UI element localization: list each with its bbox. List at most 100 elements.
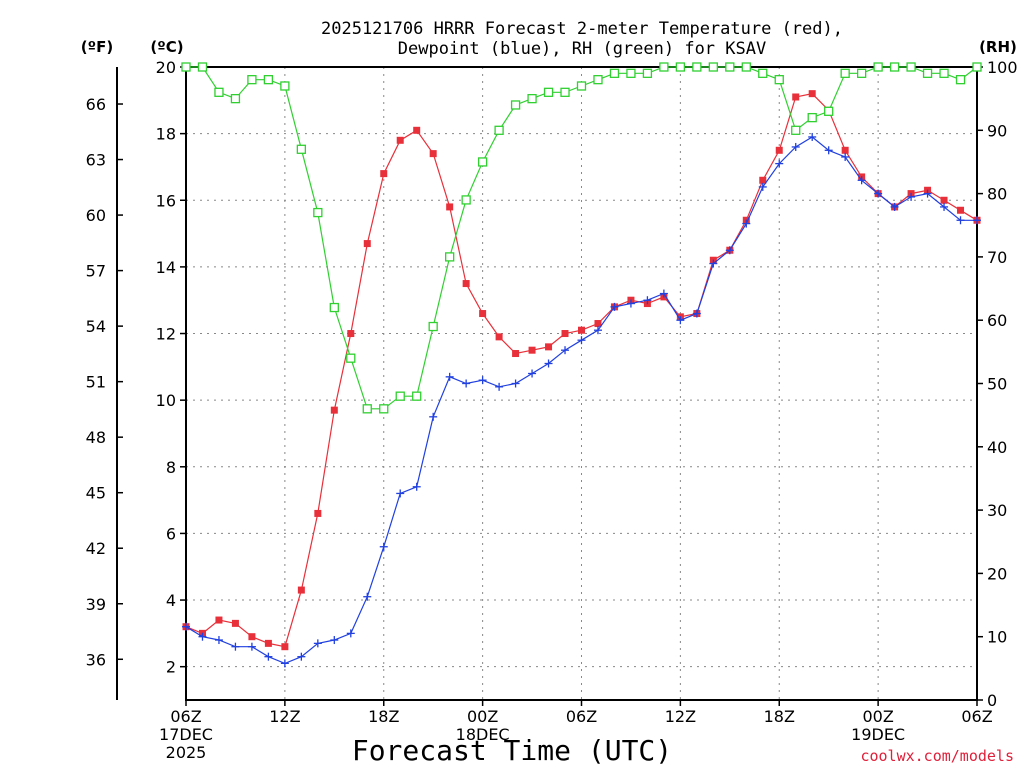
relative-humidity-point	[593, 75, 603, 85]
fahrenheit-tick-label: 63	[86, 151, 106, 170]
temperature-point	[215, 616, 223, 624]
temperature-series	[182, 90, 981, 651]
dewpoint-point	[379, 542, 388, 551]
x-tick-label: 18DEC	[456, 725, 510, 744]
temperature-point	[281, 643, 289, 651]
relative-humidity-point	[280, 81, 290, 91]
temperature-point	[528, 346, 536, 354]
celsius-tick-label: 18	[156, 125, 176, 144]
x-axis-label: Forecast Time (UTC)	[352, 734, 672, 767]
temperature-point	[380, 170, 388, 178]
celsius-tick-label: 20	[156, 58, 176, 77]
temperature-point	[578, 326, 585, 334]
chart-title-line-1: 2025121706 HRRR Forecast 2-meter Tempera…	[321, 19, 843, 39]
dewpoint-point	[593, 326, 602, 335]
temperature-point	[347, 330, 355, 338]
dewpoint-point	[577, 336, 586, 345]
relative-humidity-point	[939, 68, 949, 78]
relative-humidity-point	[214, 87, 224, 97]
celsius-tick-label: 12	[156, 325, 176, 344]
temperature-point	[808, 90, 816, 98]
relative-humidity-point	[609, 68, 620, 78]
dewpoint-point	[956, 216, 965, 225]
fahrenheit-tick-label: 57	[86, 262, 106, 281]
relative-humidity-point	[824, 106, 834, 116]
dewpoint-point	[890, 202, 899, 211]
relative-humidity-point	[379, 404, 389, 414]
temperature-point	[775, 146, 783, 154]
dewpoint-point	[775, 159, 784, 168]
relative-humidity-point	[247, 75, 257, 85]
relative-humidity-point	[560, 87, 570, 97]
relative-humidity-point	[543, 87, 554, 97]
relative-humidity-point	[626, 68, 636, 78]
dewpoint-point	[626, 299, 635, 308]
dewpoint-point	[297, 652, 306, 661]
temperature-point	[413, 126, 421, 134]
relative-humidity-point	[230, 94, 241, 104]
dewpoint-point	[857, 176, 866, 185]
relative-humidity-point	[642, 68, 653, 78]
temperature-point	[495, 333, 503, 341]
relative-humidity-line	[186, 66, 978, 410]
celsius-tick-label: 8	[166, 458, 176, 477]
x-tick-label: 00Z	[467, 707, 498, 726]
fahrenheit-tick-label: 36	[86, 650, 106, 669]
relative-humidity-point	[329, 302, 339, 313]
relative-humidity-point	[708, 62, 718, 72]
relative-humidity-point	[510, 100, 521, 110]
dewpoint-point	[412, 482, 421, 491]
relative-humidity-point	[412, 391, 422, 401]
x-tick-label: 18Z	[368, 707, 399, 726]
relative-humidity-point	[576, 81, 587, 91]
fahrenheit-tick-label: 54	[86, 317, 106, 336]
temperature-point	[231, 619, 239, 627]
relative-humidity-point	[840, 68, 850, 78]
celsius-tick-label: 6	[166, 524, 176, 543]
dewpoint-point	[610, 302, 619, 311]
temperature-point	[314, 509, 322, 517]
relative-humidity-point	[428, 321, 438, 332]
relative-humidity-point	[889, 62, 900, 72]
fahrenheit-tick-label: 51	[86, 373, 106, 392]
relative-humidity-point	[774, 75, 784, 85]
relative-humidity-point	[807, 112, 817, 123]
relative-humidity-point	[725, 62, 735, 72]
fahrenheit-tick-label: 45	[86, 484, 106, 503]
relative-humidity-point	[659, 62, 669, 72]
relative-humidity-series	[181, 62, 982, 414]
data-series	[181, 62, 982, 668]
temperature-point	[940, 196, 948, 204]
axes	[116, 66, 983, 706]
rh-tick-label: 100	[987, 58, 1018, 77]
relative-humidity-point	[197, 62, 208, 72]
relative-humidity-point	[758, 68, 768, 78]
dewpoint-point	[214, 636, 223, 645]
x-tick-label: 00Z	[862, 707, 893, 726]
relative-humidity-point	[692, 62, 702, 72]
temperature-point	[561, 330, 569, 338]
dewpoint-point	[676, 316, 685, 325]
relative-humidity-point	[856, 68, 867, 78]
dewpoint-point	[940, 202, 949, 211]
dewpoint-point	[247, 642, 256, 651]
rh-tick-label: 70	[987, 248, 1007, 267]
dewpoint-point	[923, 189, 932, 198]
rh-tick-label: 20	[987, 564, 1007, 583]
temperature-point	[429, 150, 437, 158]
temperature-point	[462, 280, 470, 288]
relative-humidity-point	[873, 62, 883, 72]
x-tick-label: 06Z	[566, 707, 597, 726]
dewpoint-point	[791, 142, 800, 151]
temperature-point	[248, 633, 256, 641]
celsius-tick-label: 4	[166, 591, 176, 610]
temperature-point	[594, 320, 602, 328]
dewpoint-point	[561, 346, 570, 355]
temperature-point	[446, 203, 454, 211]
relative-humidity-point	[922, 68, 933, 78]
relative-humidity-point	[313, 207, 323, 218]
x-tick-label: 12Z	[269, 707, 300, 726]
rh-tick-label: 40	[987, 438, 1007, 457]
